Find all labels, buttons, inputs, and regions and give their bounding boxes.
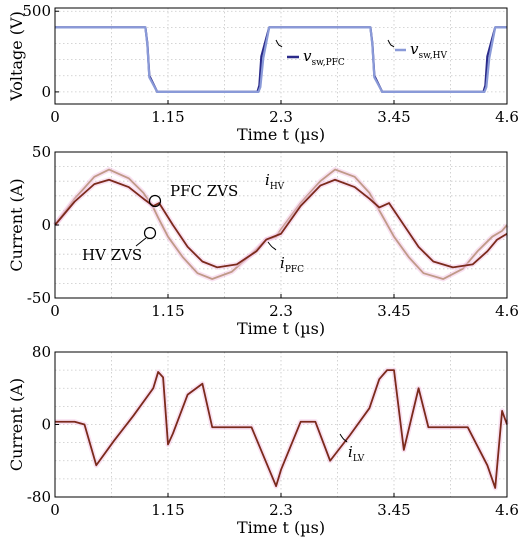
svg-text:iPFC: iPFC [280,254,304,275]
series-line-i-lv [55,369,508,489]
svg-text:PFC ZVS: PFC ZVS [170,182,238,200]
x-tick-label: 2.3 [269,501,293,519]
current-top-series [52,167,509,282]
current-top-x-axis-label: Time t (µs) [237,319,325,338]
x-tick-label: 4.6 [495,108,519,126]
hv-zvs-annotation: HV ZVS [82,226,157,264]
svg-text:iHV: iHV [265,171,285,192]
series-line-v-sw-hv [55,26,507,93]
x-tick-label: 4.6 [495,501,519,519]
current-bottom-y-axis-label: Current (A) [7,378,26,471]
voltage-panel: 0 1.15 2.3 3.45 4.6 0 500 Time t (µs) Voltage … [7,2,519,144]
voltage-ticks: 0 1.15 2.3 3.45 4.6 0 500 [22,2,519,126]
x-tick-label: 0 [50,108,60,126]
y-tick-label: -80 [27,488,51,506]
voltage-y-axis-label: Voltage (V) [7,11,26,102]
x-tick-label: 1.15 [151,501,184,519]
current-top-y-axis-label: Current (A) [7,178,26,271]
x-tick-label: 1.15 [151,108,184,126]
svg-text:iLV: iLV [348,443,365,464]
i-lv-annotation: iLV [339,433,365,464]
y-tick-label: 500 [22,2,51,20]
voltage-x-axis-label: Time t (µs) [237,125,325,144]
y-tick-label: 50 [32,143,51,161]
x-tick-label: 2.3 [269,302,293,320]
current-bottom-grid [55,352,507,497]
y-tick-label: 0 [41,83,51,101]
x-tick-label: 4.6 [495,302,519,320]
x-tick-label: 1.15 [151,302,184,320]
y-tick-label: 0 [41,216,51,234]
x-tick-label: 0 [50,501,60,519]
x-tick-label: 2.3 [269,108,293,126]
series-line-i-pfc [54,178,508,269]
current-bottom-series [55,367,510,491]
x-tick-label: 3.45 [377,302,410,320]
v-sw-hv-annotation: vsw,HV [387,39,447,61]
x-tick-label: 0 [50,302,60,320]
pfc-zvs-annotation: PFC ZVS [148,182,238,208]
y-tick-label: -50 [27,289,51,307]
i-hv-annotation: iHV [265,171,285,192]
x-tick-label: 3.45 [377,501,410,519]
svg-text:HV ZVS: HV ZVS [82,246,142,264]
i-pfc-annotation: iPFC [267,241,304,275]
svg-text:vsw,PFC: vsw,PFC [303,47,345,68]
y-tick-label: 80 [32,343,51,361]
v-sw-pfc-annotation: vsw,PFC [275,39,345,68]
current-bottom-x-axis-label: Time t (µs) [237,518,325,537]
current-top-grid [55,152,507,298]
svg-text:vsw,HV: vsw,HV [410,40,447,61]
x-tick-label: 3.45 [377,108,410,126]
voltage-series [55,26,507,93]
y-tick-label: 0 [41,416,51,434]
